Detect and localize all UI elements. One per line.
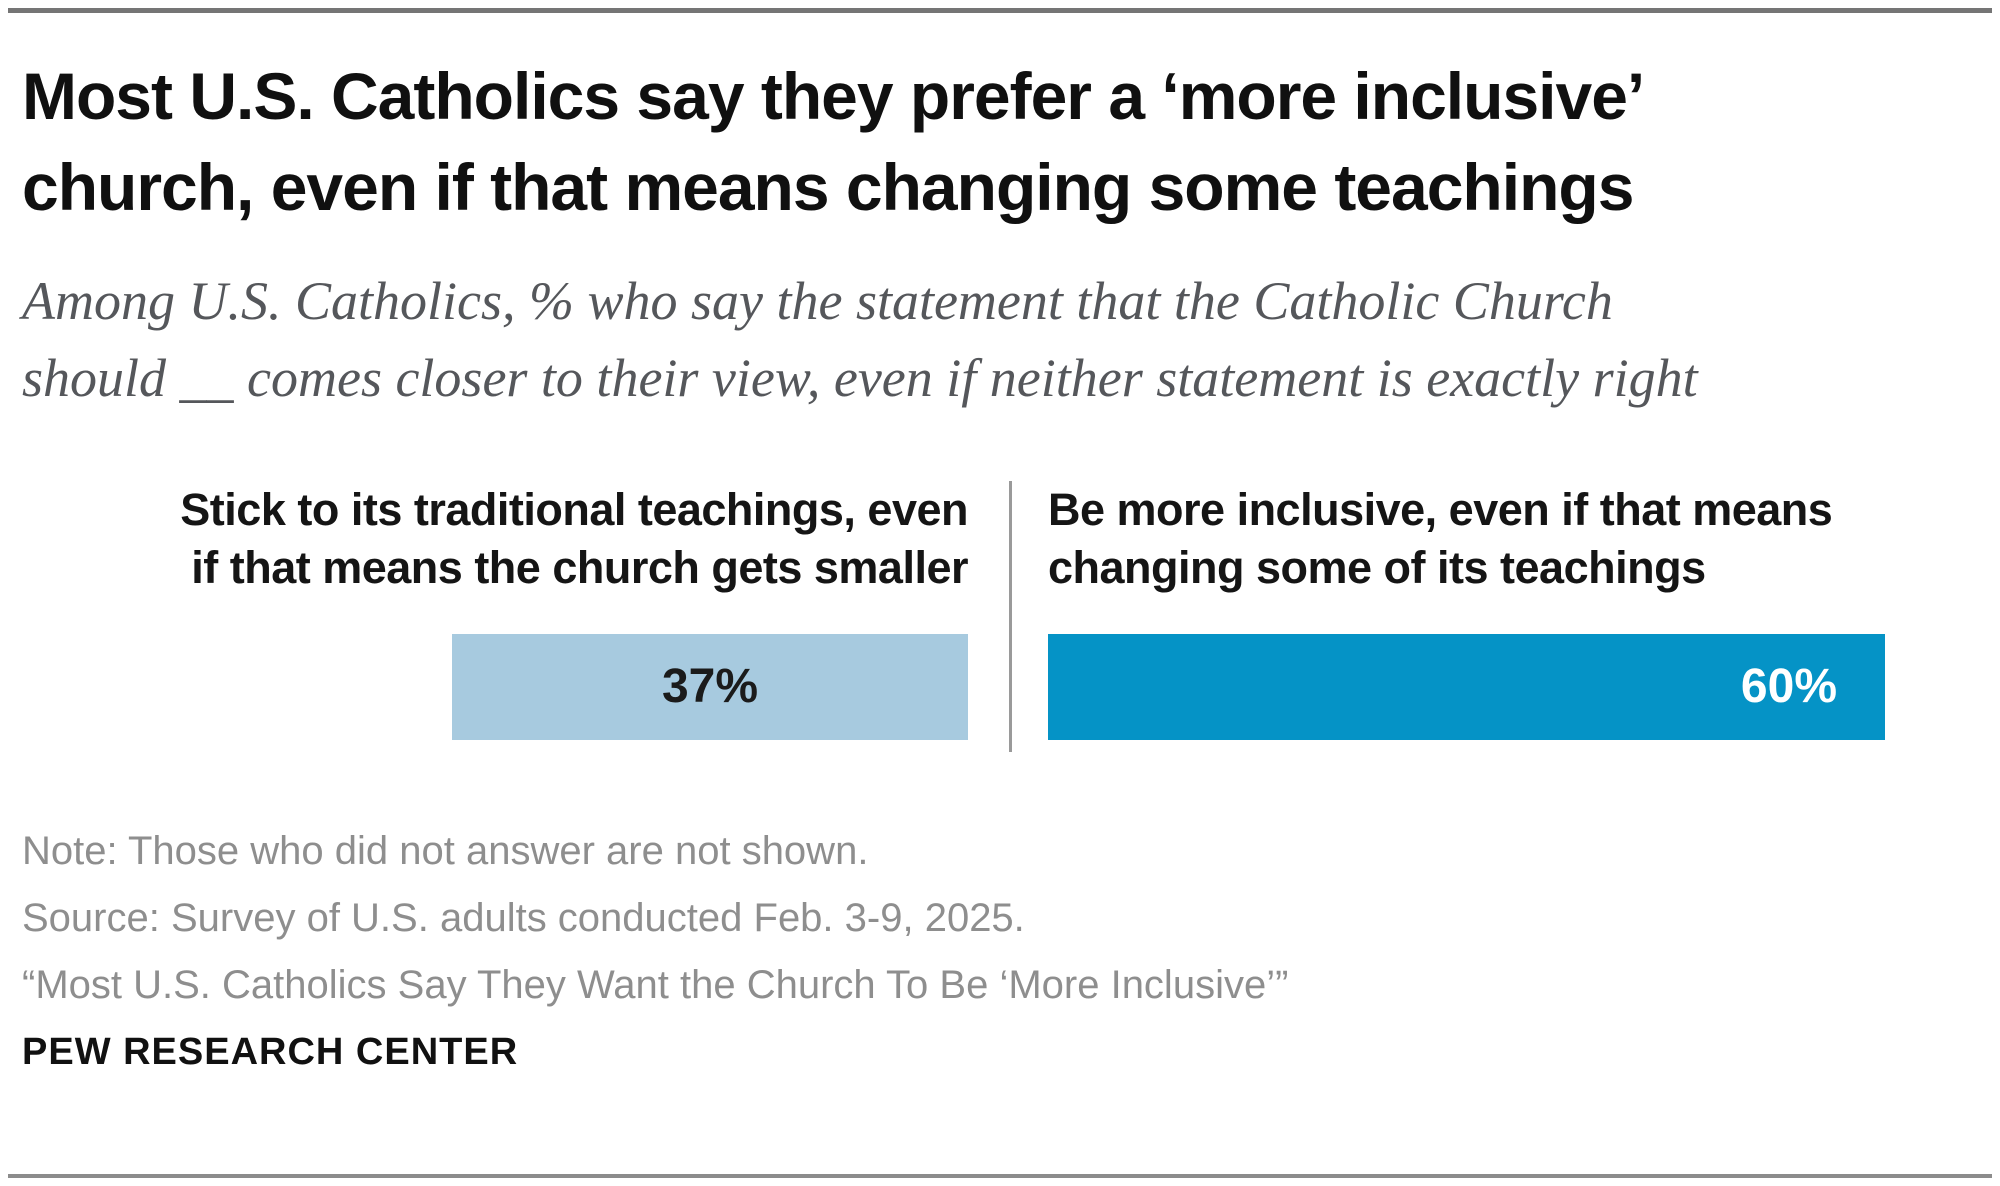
bar-traditional-value-label: 37% xyxy=(661,660,759,713)
panel-inclusive: Be more inclusive, even if that means ch… xyxy=(1012,481,2000,752)
subtitle-line-1: Among U.S. Catholics, % who say the stat… xyxy=(22,271,1613,332)
bar-inclusive-value-label: 60% xyxy=(1740,660,1837,713)
diverging-bar-chart: Stick to its traditional teachings, even… xyxy=(0,480,2000,752)
chart-subtitle: Among U.S. Catholics, % who say the stat… xyxy=(22,263,1980,416)
source-text: Source: Survey of U.S. adults conducted … xyxy=(22,895,1025,940)
chart-title: Most U.S. Catholics say they prefer a ‘m… xyxy=(22,51,1980,233)
panel-traditional: Stick to its traditional teachings, even… xyxy=(0,480,1012,752)
bar-traditional: 37% xyxy=(452,633,968,740)
title-line-2: church, even if that means changing some… xyxy=(22,150,1634,225)
bottom-divider xyxy=(8,1174,1992,1178)
panel-inclusive-header-line-2: changing some of its teachings xyxy=(1048,542,1706,593)
panel-traditional-header-line-1: Stick to its traditional teachings, even xyxy=(180,483,968,535)
title-line-1: Most U.S. Catholics say they prefer a ‘m… xyxy=(22,59,1645,133)
panel-traditional-header: Stick to its traditional teachings, even… xyxy=(0,481,1009,598)
pew-research-center-wordmark: PEW RESEARCH CENTER xyxy=(22,1031,519,1074)
report-title-text: “Most U.S. Catholics Say They Want the C… xyxy=(22,962,1289,1007)
panel-inclusive-header: Be more inclusive, even if that means ch… xyxy=(1048,481,2000,598)
footnotes: Note: Those who did not answer are not s… xyxy=(22,828,1980,1010)
subtitle-line-2: should __ comes closer to their view, ev… xyxy=(22,347,1698,408)
note-text: Note: Those who did not answer are not s… xyxy=(22,828,869,873)
bar-inclusive: 60% xyxy=(1048,633,1885,740)
panel-traditional-header-line-2: if that means the church gets smaller xyxy=(191,542,968,593)
top-divider xyxy=(8,8,1992,13)
panel-inclusive-header-line-1: Be more inclusive, even if that means xyxy=(1048,483,1833,535)
